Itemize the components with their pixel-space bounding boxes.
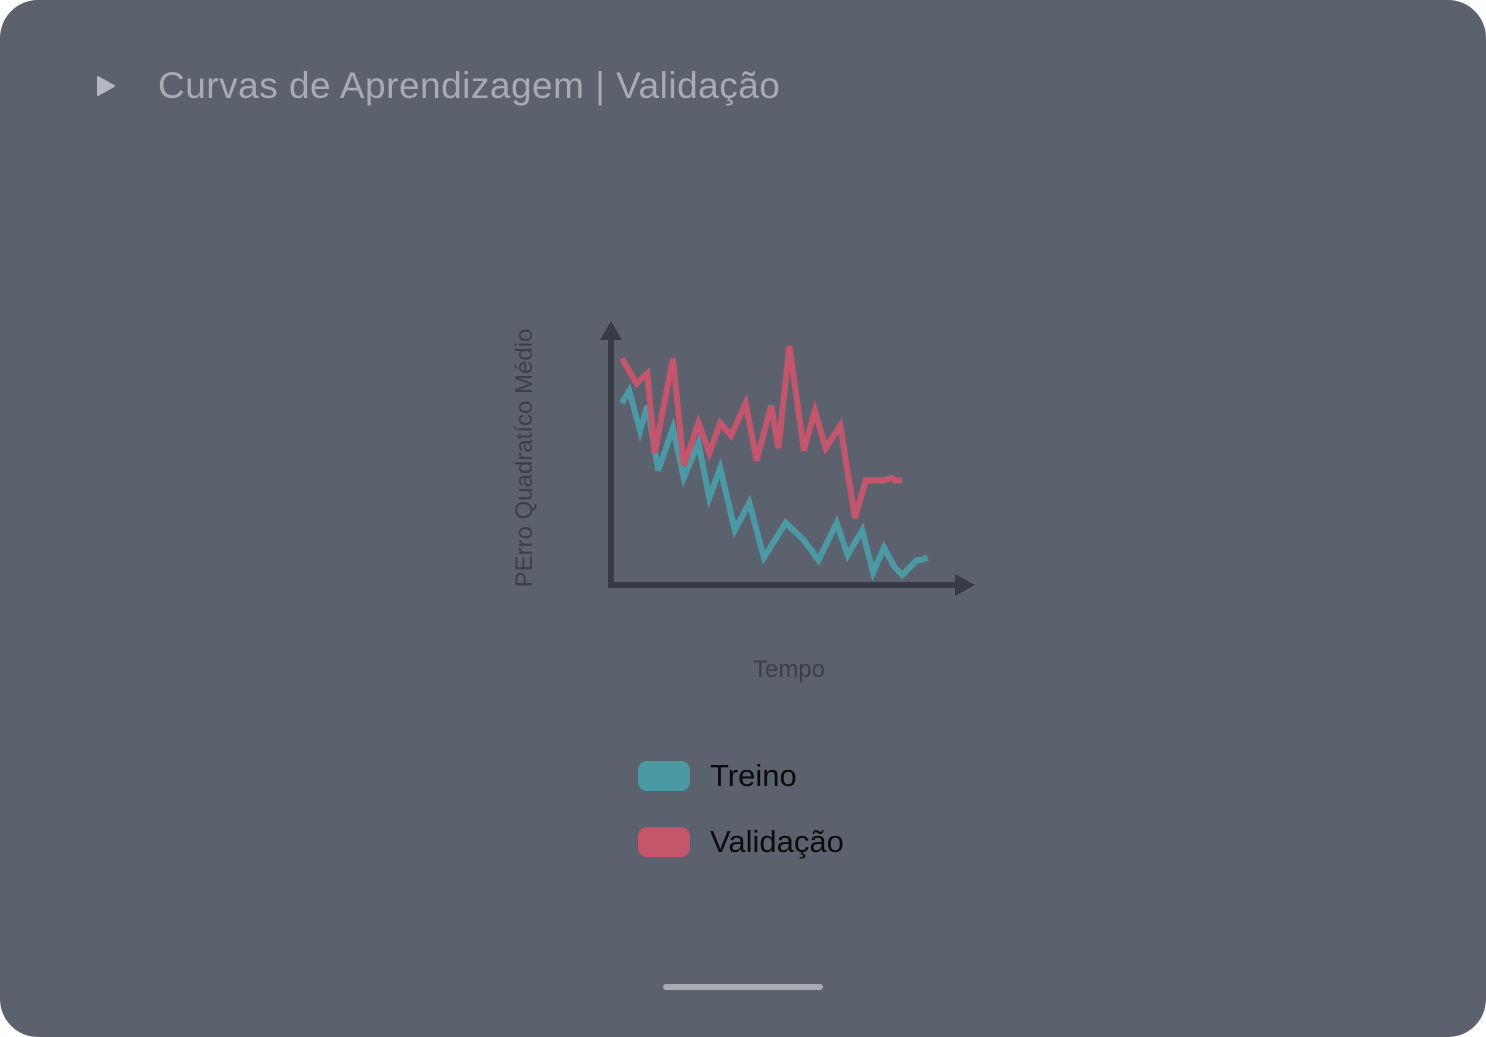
legend-label-validacao: Validação bbox=[710, 824, 844, 859]
legend-item-validacao[interactable]: Validação bbox=[638, 818, 844, 866]
series-line-treino bbox=[619, 383, 929, 582]
series-line-validacao bbox=[619, 345, 903, 519]
legend-item-treino[interactable]: Treino bbox=[638, 752, 844, 800]
page-title: Curvas de Aprendizagem | Validação bbox=[158, 65, 781, 106]
legend: Treino Validação bbox=[638, 752, 844, 866]
x-axis-arrow bbox=[955, 574, 975, 596]
y-axis-label: PErro Quadratíco Médio bbox=[511, 329, 538, 588]
legend-label-treino: Treino bbox=[710, 758, 797, 793]
x-axis-label: Tempo bbox=[753, 656, 825, 683]
legend-swatch-validacao bbox=[638, 827, 690, 857]
legend-swatch-treino bbox=[638, 761, 690, 791]
axis-layer bbox=[600, 321, 975, 596]
header: Curvas de Aprendizagem | Validação bbox=[94, 58, 780, 114]
home-indicator[interactable] bbox=[663, 984, 823, 990]
series-layer bbox=[619, 345, 929, 582]
y-axis-arrow bbox=[600, 321, 622, 340]
play-icon[interactable] bbox=[94, 74, 118, 98]
